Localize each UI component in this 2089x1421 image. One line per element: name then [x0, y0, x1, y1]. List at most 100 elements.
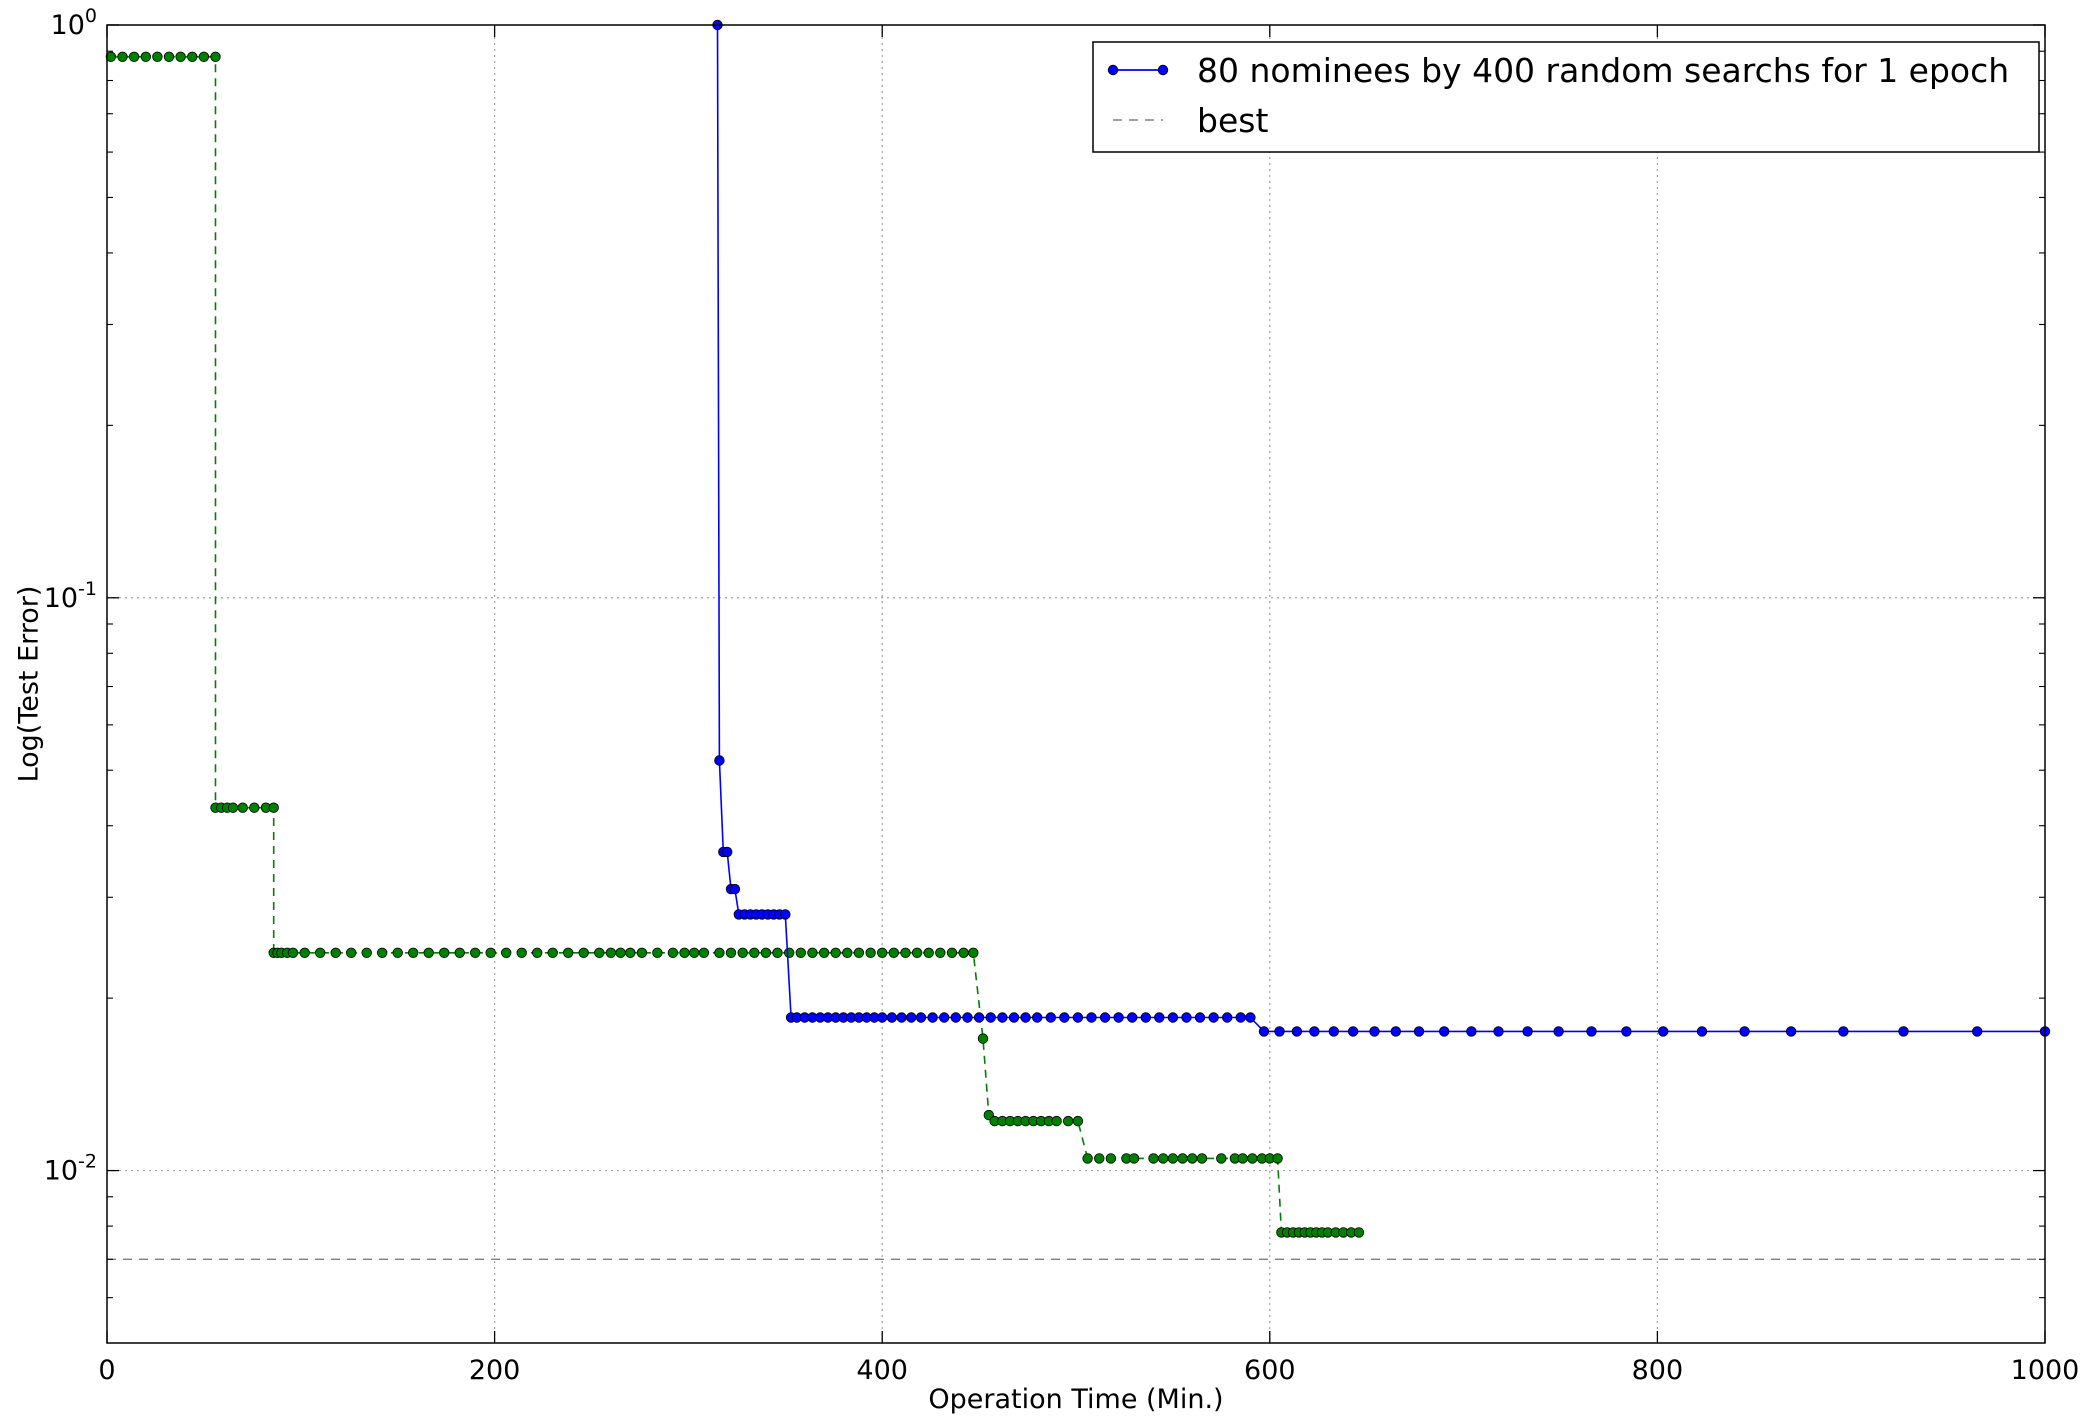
- data-point: [140, 51, 152, 63]
- data-point: [1237, 1153, 1248, 1164]
- x-tick-label: 0: [98, 1355, 115, 1386]
- data-point: [625, 947, 636, 959]
- data-point: [1390, 1026, 1402, 1037]
- data-point: [830, 947, 841, 959]
- legend-label-nominees: 80 nominees by 400 random searchs for 1 …: [1197, 51, 2009, 90]
- data-point: [470, 947, 481, 959]
- data-point: [1522, 1026, 1533, 1037]
- data-point: [1045, 1012, 1057, 1023]
- data-point: [532, 947, 543, 959]
- data-point: [128, 51, 140, 63]
- data-point: [501, 947, 512, 959]
- data-point: [915, 1012, 927, 1023]
- data-point: [729, 883, 741, 895]
- data-point: [749, 947, 760, 959]
- data-point: [973, 1012, 985, 1023]
- data-point: [985, 1012, 996, 1023]
- data-point: [1353, 1227, 1365, 1238]
- y-tick-base: 10: [44, 1156, 78, 1187]
- data-point: [578, 947, 589, 959]
- data-point: [689, 947, 700, 959]
- legend-marker-nominees-left: [1107, 64, 1119, 76]
- data-point: [1413, 1026, 1425, 1037]
- y-tick-base: 10: [44, 583, 78, 614]
- data-point: [1309, 1026, 1320, 1037]
- data-point: [439, 947, 450, 959]
- data-point: [886, 1012, 898, 1023]
- data-point: [888, 947, 900, 959]
- data-point: [287, 947, 299, 959]
- data-point: [1272, 1153, 1283, 1164]
- data-point: [1586, 1026, 1597, 1037]
- data-point: [927, 1012, 938, 1023]
- data-point: [392, 947, 403, 959]
- data-point: [1148, 1153, 1159, 1164]
- y-tick-label: 10-2: [44, 1151, 97, 1187]
- data-point: [1094, 1153, 1105, 1164]
- data-point: [760, 947, 772, 959]
- data-point: [780, 909, 791, 920]
- legend: 80 nominees by 400 random searchs for 1 …: [1092, 41, 2040, 153]
- data-point: [1438, 1026, 1450, 1037]
- plot-frame: [106, 24, 2046, 1344]
- data-point: [1181, 1012, 1192, 1023]
- data-point: [958, 947, 969, 959]
- data-point: [1621, 1026, 1632, 1037]
- data-point: [977, 1033, 989, 1044]
- data-point: [1369, 1026, 1380, 1037]
- data-point: [1245, 1012, 1256, 1023]
- data-point: [1347, 1026, 1359, 1037]
- data-point: [1113, 1012, 1124, 1023]
- y-tick-exponent: 0: [85, 5, 97, 27]
- legend-marker-nominees-right: [1157, 64, 1169, 76]
- data-point: [1020, 1012, 1031, 1023]
- data-point: [1553, 1026, 1564, 1037]
- data-point: [679, 947, 690, 959]
- data-point: [652, 947, 663, 959]
- legend-label-best: best: [1197, 101, 1268, 140]
- data-point: [1008, 1012, 1020, 1023]
- data-point: [547, 947, 558, 959]
- data-point: [946, 947, 958, 959]
- data-point: [268, 802, 279, 813]
- data-point: [105, 51, 117, 63]
- data-point: [1274, 1026, 1285, 1037]
- data-point: [1128, 1153, 1140, 1164]
- data-point: [877, 1012, 888, 1023]
- data-point: [1221, 1012, 1233, 1023]
- x-tick-label: 1000: [2011, 1355, 2080, 1386]
- data-point: [175, 51, 186, 63]
- data-point: [939, 1012, 950, 1023]
- y-axis-title: Log(Test Error): [14, 586, 45, 783]
- data-point: [1059, 1012, 1070, 1023]
- data-point: [346, 947, 357, 959]
- data-point: [1031, 1012, 1043, 1023]
- data-point: [1971, 1026, 1983, 1037]
- data-point: [865, 947, 876, 959]
- data-point: [423, 947, 434, 959]
- x-tick-label: 800: [1632, 1355, 1684, 1386]
- data-point: [1062, 1115, 1074, 1127]
- data-point: [1177, 1153, 1188, 1164]
- data-point: [1082, 1153, 1093, 1164]
- y-tick-exponent: -1: [78, 578, 97, 600]
- data-point: [818, 947, 830, 959]
- y-tick-exponent: -2: [78, 1151, 97, 1173]
- data-point: [698, 947, 710, 959]
- data-point: [1194, 1012, 1206, 1023]
- data-point: [1235, 1012, 1246, 1023]
- x-tick-label: 200: [469, 1355, 521, 1386]
- data-point: [187, 51, 198, 63]
- data-point: [1072, 1012, 1084, 1023]
- data-point: [1785, 1026, 1797, 1037]
- data-point: [1696, 1026, 1708, 1037]
- data-point: [997, 1012, 1008, 1023]
- data-point: [1099, 1012, 1111, 1023]
- data-point: [853, 947, 865, 959]
- data-point: [152, 51, 163, 63]
- data-point: [714, 947, 725, 959]
- data-point: [1196, 1153, 1208, 1164]
